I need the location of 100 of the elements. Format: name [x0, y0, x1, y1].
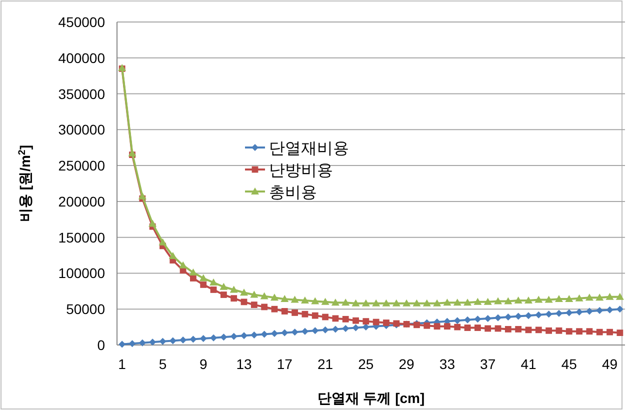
point	[169, 337, 176, 344]
point	[362, 299, 370, 306]
point	[535, 326, 542, 334]
point	[504, 326, 512, 332]
point	[302, 310, 308, 318]
x-tick-label: 5	[158, 356, 167, 372]
point	[545, 310, 552, 318]
point	[464, 324, 471, 331]
y-tick-label: 300000	[58, 122, 106, 138]
point	[291, 328, 298, 336]
point	[555, 310, 562, 317]
point	[240, 298, 248, 306]
point	[342, 298, 350, 306]
point	[494, 314, 502, 322]
point	[534, 296, 543, 303]
point	[128, 149, 136, 156]
point	[322, 326, 329, 334]
point	[504, 297, 512, 304]
x-tick-label: 21	[317, 356, 334, 372]
point	[189, 268, 198, 276]
point	[515, 326, 522, 332]
point	[566, 328, 572, 335]
point	[504, 314, 512, 321]
point	[464, 316, 472, 324]
point	[382, 299, 390, 306]
point	[443, 298, 452, 306]
x-tick-label: 25	[358, 356, 374, 372]
legend-label: 단열재비용	[269, 140, 349, 158]
point	[240, 332, 248, 340]
point	[210, 334, 218, 342]
point	[261, 304, 268, 310]
point	[606, 306, 614, 314]
point	[230, 286, 238, 293]
point	[190, 275, 196, 282]
point	[556, 327, 562, 334]
point	[270, 330, 278, 338]
point	[158, 238, 167, 246]
y-tick-label: 200000	[58, 193, 106, 210]
x-tick-label: 13	[236, 356, 252, 372]
point	[453, 298, 462, 306]
x-tick-label: 33	[439, 356, 456, 372]
x-tick-label: 1	[118, 356, 126, 372]
point	[606, 292, 614, 300]
point	[494, 297, 502, 304]
point	[270, 294, 278, 301]
point	[311, 297, 320, 304]
y-tick-label: 100000	[58, 265, 106, 282]
point	[250, 331, 258, 338]
point	[362, 324, 370, 331]
point	[434, 323, 440, 330]
point	[149, 338, 156, 346]
point	[392, 299, 400, 306]
point	[138, 192, 146, 200]
point	[250, 302, 258, 308]
point	[544, 296, 553, 303]
legend-label: 난방비용	[269, 162, 333, 180]
point	[342, 324, 350, 332]
point	[300, 296, 309, 304]
point	[524, 296, 532, 304]
point	[616, 306, 624, 313]
point	[546, 327, 552, 334]
point	[118, 340, 126, 348]
point	[190, 336, 197, 343]
point	[422, 299, 431, 306]
point	[514, 296, 522, 304]
point	[200, 335, 207, 342]
point	[474, 316, 482, 323]
point	[322, 314, 328, 320]
point	[200, 282, 207, 288]
point	[402, 299, 411, 306]
point	[372, 318, 380, 326]
point	[596, 328, 603, 336]
point	[616, 330, 624, 336]
point	[525, 326, 532, 334]
point	[352, 317, 359, 324]
point	[321, 298, 330, 305]
point	[372, 299, 380, 306]
point	[596, 294, 604, 301]
point	[585, 294, 594, 301]
point	[240, 288, 248, 296]
point	[220, 292, 227, 298]
point	[514, 312, 522, 320]
point	[565, 295, 574, 302]
point	[342, 316, 349, 322]
point	[606, 328, 613, 336]
point	[281, 308, 288, 314]
point	[454, 317, 461, 324]
point	[484, 298, 492, 305]
point	[260, 292, 268, 300]
point	[554, 295, 563, 302]
point	[290, 296, 299, 303]
point	[524, 312, 532, 320]
point	[484, 314, 492, 322]
y-tick-label: 250000	[58, 158, 106, 174]
point	[484, 325, 492, 332]
y-tick-label: 0	[97, 337, 106, 353]
point	[362, 318, 370, 325]
point	[433, 299, 442, 306]
point	[312, 312, 318, 319]
point	[566, 309, 573, 316]
